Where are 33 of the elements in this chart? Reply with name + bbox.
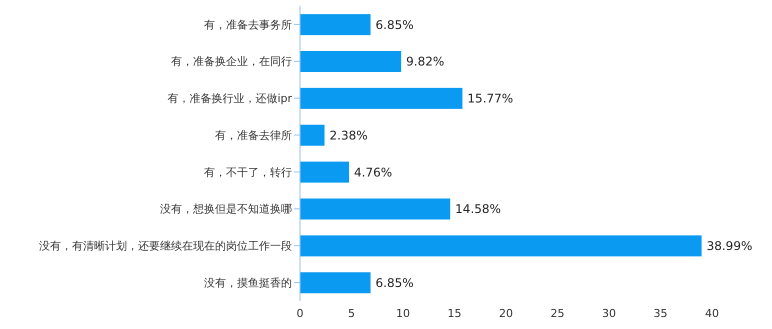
data-label: 6.85%	[376, 276, 414, 290]
data-label: 38.99%	[706, 239, 752, 254]
y-tick-label: 有，准备去事务所	[204, 18, 292, 32]
bar	[300, 272, 371, 294]
y-tick-label: 有，准备换行业，还做ipr	[167, 92, 292, 106]
data-label: 14.58%	[455, 202, 501, 216]
x-tick-label: 25	[550, 306, 564, 320]
y-tick-label: 有，准备去律所	[215, 128, 292, 142]
bar	[300, 198, 450, 220]
x-tick-label: 5	[348, 306, 355, 320]
y-tick-label: 有，不干了，转行	[204, 166, 292, 179]
data-label: 6.85%	[376, 18, 414, 32]
bar	[300, 14, 371, 36]
data-label: 4.76%	[354, 165, 392, 180]
bar	[300, 235, 702, 256]
y-tick-label: 没有，摸鱼挺香的	[204, 276, 292, 290]
bar	[300, 124, 325, 146]
x-tick-label: 20	[499, 306, 513, 320]
bar	[300, 162, 350, 183]
x-tick-label: 10	[396, 306, 410, 320]
x-tick-label: 30	[602, 306, 616, 320]
data-label: 9.82%	[406, 54, 444, 69]
x-tick-label: 0	[296, 306, 304, 320]
data-label: 15.77%	[467, 92, 514, 106]
y-tick-label: 没有，有清晰计划，还要继续在现在的岗位工作一段	[39, 240, 292, 253]
x-tick-label: 15	[448, 306, 462, 320]
x-tick-label: 35	[654, 306, 668, 320]
y-tick-label: 有，准备换企业，在同行	[171, 55, 292, 68]
data-label: 2.38%	[330, 128, 368, 142]
bar	[300, 50, 402, 72]
bar	[300, 88, 462, 109]
y-tick-label: 没有，想换但是不知道换哪	[160, 202, 292, 216]
x-tick-label: 40	[705, 306, 719, 320]
